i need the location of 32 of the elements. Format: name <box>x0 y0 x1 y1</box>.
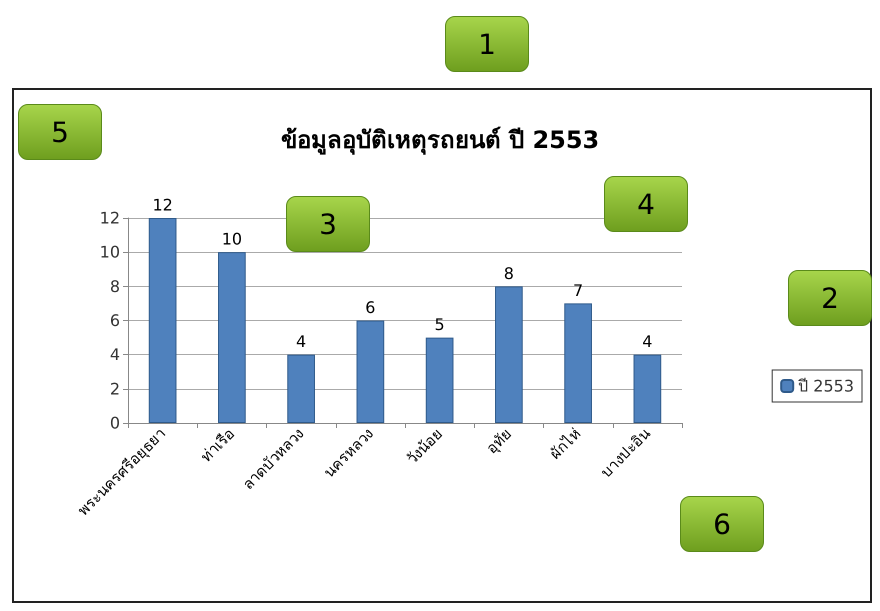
bar <box>426 338 454 423</box>
data-label: 8 <box>504 264 514 283</box>
x-tick-label: อุทัย <box>482 424 516 458</box>
bar <box>634 354 662 423</box>
chart-title: ข้อมูลอุบัติเหตุรถยนต์ ปี 2553 <box>280 126 600 156</box>
callout-box: 4 <box>604 176 688 232</box>
y-tick-label: 8 <box>110 276 120 296</box>
y-tick-label: 2 <box>110 379 120 398</box>
callout-box: 3 <box>286 196 370 252</box>
data-label: 4 <box>296 332 306 352</box>
y-tick-label: 6 <box>110 311 120 330</box>
data-label: 10 <box>222 230 242 249</box>
bar <box>356 320 384 423</box>
callout-box: 1 <box>445 16 529 72</box>
data-label: 7 <box>573 280 584 300</box>
y-tick-label: 10 <box>100 242 120 262</box>
bar <box>564 303 592 423</box>
bar <box>218 252 246 423</box>
y-tick-label: 12 <box>100 208 120 228</box>
bar <box>495 286 523 423</box>
y-tick-label: 4 <box>110 345 120 364</box>
data-label: 6 <box>365 298 376 317</box>
bar <box>148 218 176 423</box>
data-label: 12 <box>152 196 173 214</box>
bar <box>287 354 315 423</box>
callout-box: 5 <box>18 104 102 160</box>
data-label: 5 <box>434 315 445 334</box>
y-tick-label: 0 <box>110 414 120 432</box>
callout-box: 6 <box>680 496 764 552</box>
data-label: 4 <box>642 332 652 352</box>
legend-label: ปี 2553 <box>798 376 854 396</box>
callout-box: 2 <box>788 270 872 326</box>
